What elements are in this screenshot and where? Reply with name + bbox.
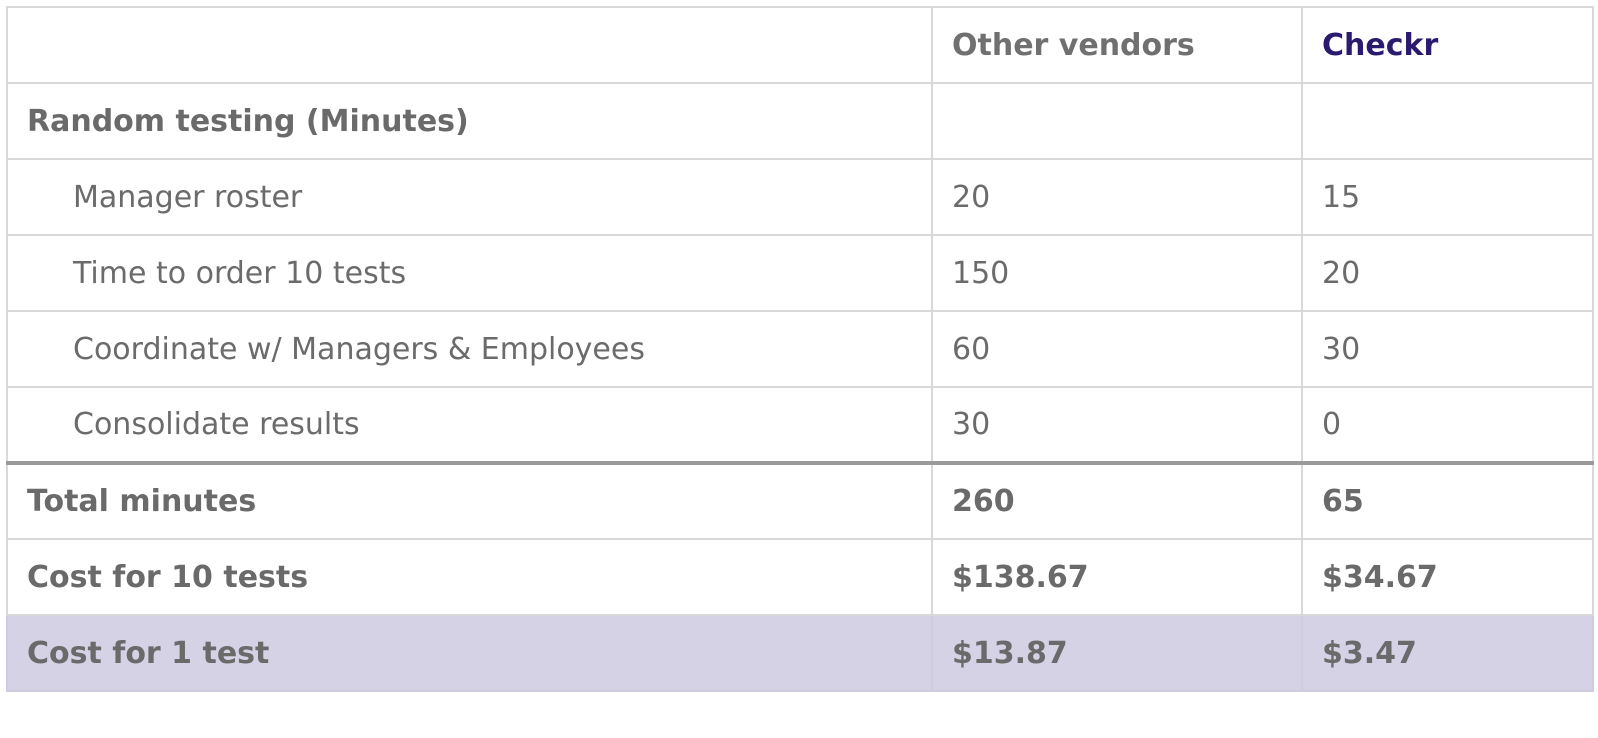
cost-1-other: $13.87: [931, 614, 1303, 692]
row-label: Coordinate w/ Managers & Employees: [6, 310, 933, 388]
section-row-random-testing: Random testing (Minutes): [6, 82, 1594, 160]
cost-1-test-row: Cost for 1 test $13.87 $3.47: [6, 614, 1594, 692]
table-row: Manager roster 20 15: [6, 158, 1594, 236]
cost-10-tests-row: Cost for 10 tests $138.67 $34.67: [6, 538, 1594, 616]
row-checkr-value: 30: [1301, 310, 1594, 388]
row-label: Consolidate results: [6, 386, 933, 464]
cost-comparison-table: Other vendors Checkr Random testing (Min…: [6, 6, 1594, 692]
row-other-value: 20: [931, 158, 1303, 236]
row-other-value: 30: [931, 386, 1303, 464]
row-checkr-value: 0: [1301, 386, 1594, 464]
section-empty-cell: [1301, 82, 1594, 160]
table-row: Time to order 10 tests 150 20: [6, 234, 1594, 312]
section-label: Random testing (Minutes): [6, 82, 933, 160]
total-minutes-label: Total minutes: [6, 461, 933, 540]
row-label: Time to order 10 tests: [6, 234, 933, 312]
row-label: Manager roster: [6, 158, 933, 236]
cost-10-other: $138.67: [931, 538, 1303, 616]
row-checkr-value: 15: [1301, 158, 1594, 236]
header-checkr: Checkr: [1301, 6, 1594, 84]
cost-1-label: Cost for 1 test: [6, 614, 933, 692]
cost-10-checkr: $34.67: [1301, 538, 1594, 616]
header-row: Other vendors Checkr: [6, 6, 1594, 84]
header-other-vendors: Other vendors: [931, 6, 1303, 84]
row-other-value: 150: [931, 234, 1303, 312]
total-minutes-other: 260: [931, 461, 1303, 540]
cost-10-label: Cost for 10 tests: [6, 538, 933, 616]
table-row: Coordinate w/ Managers & Employees 60 30: [6, 310, 1594, 388]
header-blank-cell: [6, 6, 933, 84]
table-row: Consolidate results 30 0: [6, 386, 1594, 464]
total-minutes-row: Total minutes 260 65: [6, 461, 1594, 540]
comparison-table-wrapper: Other vendors Checkr Random testing (Min…: [6, 6, 1594, 692]
total-minutes-checkr: 65: [1301, 461, 1594, 540]
row-checkr-value: 20: [1301, 234, 1594, 312]
section-empty-cell: [931, 82, 1303, 160]
row-other-value: 60: [931, 310, 1303, 388]
cost-1-checkr: $3.47: [1301, 614, 1594, 692]
